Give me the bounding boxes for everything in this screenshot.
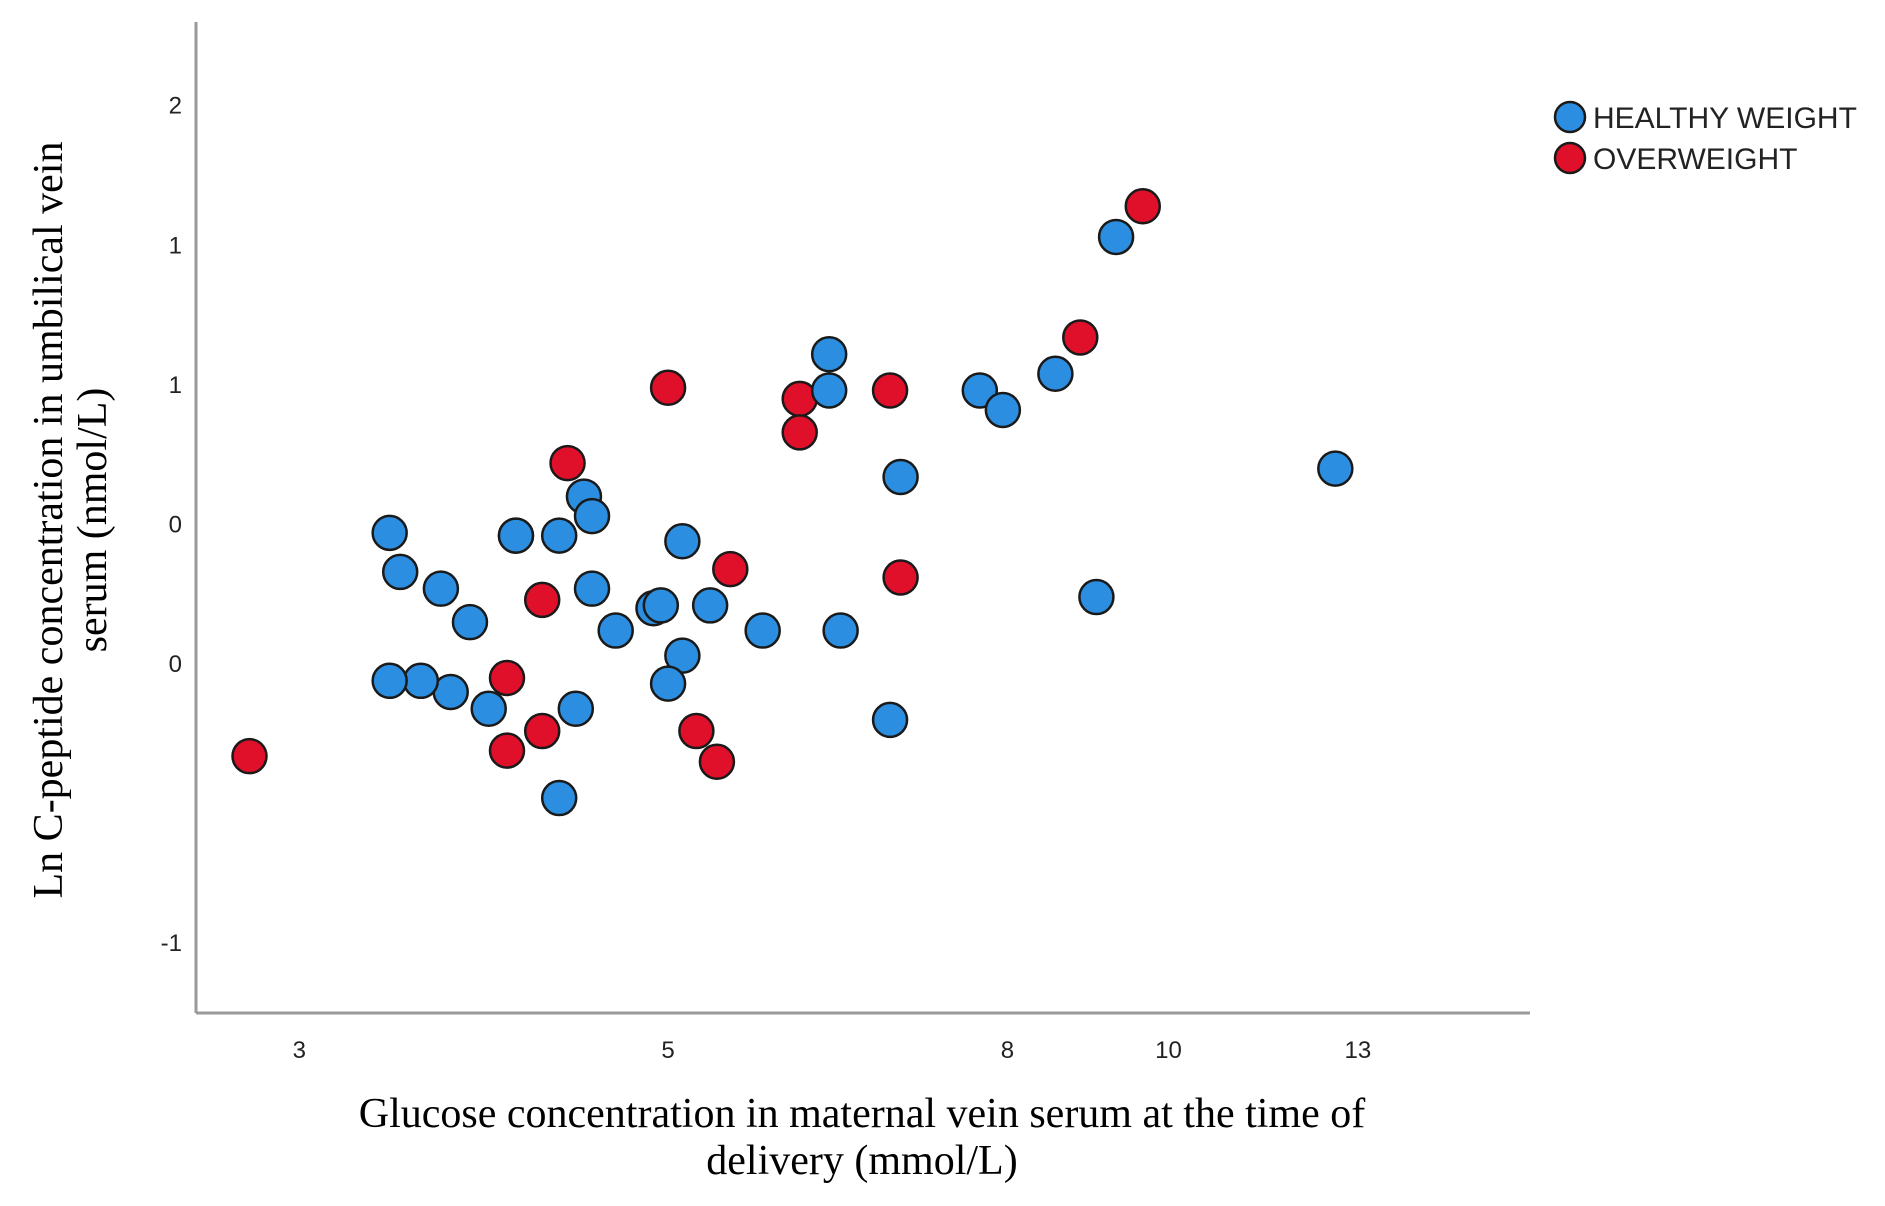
y-tick-label: 0: [169, 651, 182, 678]
x-tick-label: 3: [293, 1037, 306, 1064]
overweight-point: [882, 559, 919, 596]
legend-marker-overweight: [1553, 141, 1587, 175]
healthy-weight-point: [451, 603, 489, 641]
overweight-point: [698, 743, 736, 781]
healthy-weight-point: [470, 690, 507, 727]
y-tick-label: -1: [161, 930, 182, 957]
y-axis-title-line-2: serum (nmol/L): [70, 388, 116, 653]
x-tick-label: 13: [1345, 1037, 1372, 1064]
x-tick-label: 10: [1155, 1037, 1182, 1064]
overweight-point: [781, 414, 818, 451]
overweight-point: [523, 712, 561, 750]
healthy-weight-point: [1078, 578, 1115, 616]
x-axis-title: Glucose concentration in maternal vein s…: [359, 1091, 1365, 1184]
data-points: [231, 187, 1354, 817]
healthy-weight-point: [810, 372, 848, 409]
healthy-weight-point: [642, 587, 680, 624]
overweight-point: [871, 372, 909, 409]
healthy-weight-point: [497, 517, 535, 554]
healthy-weight-point: [744, 612, 781, 649]
y-tick-label: 0: [169, 511, 182, 538]
overweight-point: [523, 581, 561, 619]
healthy-weight-point: [573, 570, 611, 607]
legend: HEALTHY WEIGHT OVERWEIGHT: [1553, 100, 1857, 176]
healthy-weight-point: [540, 517, 578, 554]
healthy-weight-point: [882, 458, 919, 496]
overweight-point: [1124, 187, 1162, 225]
healthy-weight-point: [402, 662, 440, 700]
y-axis-title-line-1: Ln C-peptide concentration in umbilical …: [26, 142, 72, 899]
x-tick-label: 8: [1001, 1037, 1014, 1064]
healthy-weight-point: [371, 662, 408, 700]
healthy-weight-point: [649, 665, 687, 702]
overweight-point: [649, 369, 687, 406]
overweight-point: [678, 712, 715, 750]
healthy-weight-point: [961, 372, 999, 409]
overweight-point: [488, 732, 526, 769]
x-axis-title-line-1: Glucose concentration in maternal vein s…: [359, 1091, 1365, 1137]
healthy-weight-point: [371, 514, 408, 552]
healthy-weight-point: [573, 497, 611, 535]
healthy-weight-point: [664, 522, 701, 560]
overweight-point: [549, 444, 586, 482]
y-tick-label: 2: [169, 93, 182, 120]
healthy-weight-point: [540, 779, 578, 817]
healthy-weight-point: [381, 553, 419, 591]
healthy-weight-point: [691, 587, 729, 624]
healthy-weight-point: [1097, 218, 1135, 256]
healthy-weight-point: [822, 612, 859, 649]
healthy-weight-point: [871, 701, 909, 739]
x-axis-title-line-2: delivery (mmol/L): [706, 1138, 1017, 1184]
healthy-weight-point: [1317, 450, 1354, 487]
legend-item-healthy-weight: HEALTHY WEIGHT: [1553, 100, 1857, 135]
healthy-weight-point: [1037, 355, 1074, 392]
y-tick-label: 1: [169, 232, 182, 259]
legend-marker-healthy-weight: [1553, 100, 1587, 134]
legend-label-healthy-weight: HEALTHY WEIGHT: [1593, 102, 1857, 135]
y-axis-title: Ln C-peptide concentration in umbilical …: [26, 142, 116, 899]
healthy-weight-point: [810, 335, 848, 373]
x-tick-label: 5: [661, 1037, 674, 1064]
legend-item-overweight: OVERWEIGHT: [1553, 141, 1797, 176]
ticks: 3 5 8 10 13 -1 0 0 1 1 2: [161, 93, 1372, 1064]
healthy-weight-point: [597, 612, 634, 649]
healthy-weight-point: [557, 690, 595, 727]
y-tick-label: 1: [169, 372, 182, 399]
overweight-point: [712, 550, 749, 588]
legend-label-overweight: OVERWEIGHT: [1593, 143, 1797, 176]
overweight-point: [1062, 319, 1099, 356]
axes: [194, 22, 1530, 1015]
healthy-weight-point: [422, 570, 460, 607]
overweight-point: [231, 737, 268, 775]
healthy-weight-point: [984, 391, 1022, 429]
overweight-point: [488, 659, 526, 697]
